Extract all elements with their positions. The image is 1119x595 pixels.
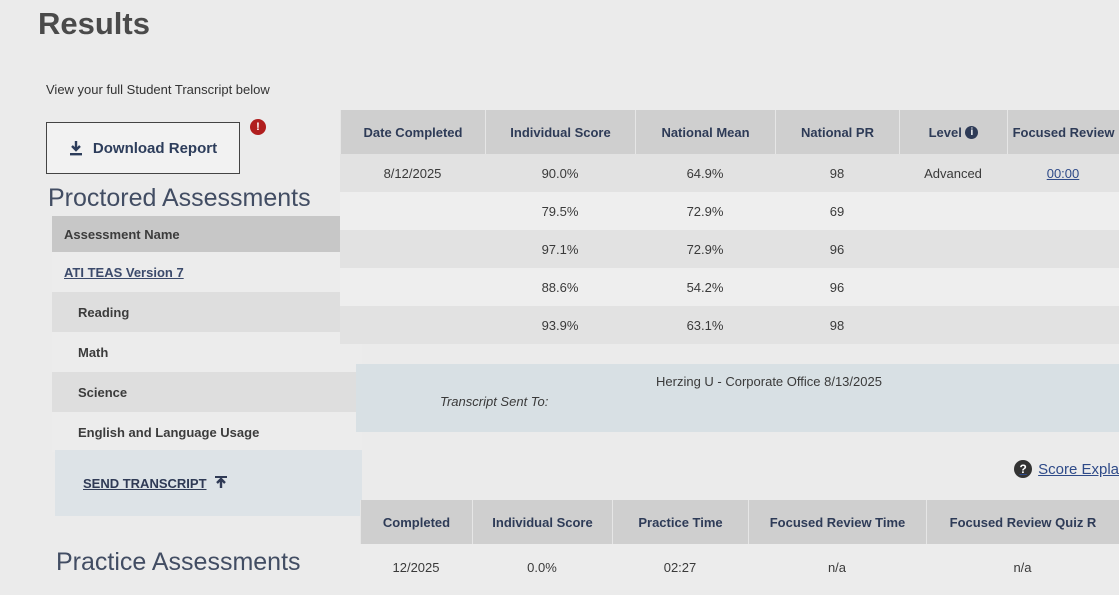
col-national-mean: National Mean xyxy=(635,110,775,154)
download-report-label: Download Report xyxy=(92,139,218,157)
cell-mean: 54.2% xyxy=(686,279,724,295)
subject-reading: Reading xyxy=(52,292,362,332)
cell-date xyxy=(340,268,485,306)
col-focused-review-time: Focused Review Time xyxy=(748,500,926,544)
table-row: 8/12/2025 90.0% 64.9% 98 Advanced 00:00 xyxy=(340,154,1119,192)
cell-pr: 98 xyxy=(829,317,845,333)
proctored-assessments-title: Proctored Assessments xyxy=(48,184,311,212)
cell-mean: 72.9% xyxy=(686,203,724,219)
cell-pr: 69 xyxy=(829,203,845,219)
table-header: Date Completed Individual Score National… xyxy=(340,110,1119,154)
col-individual-score: Individual Score xyxy=(485,110,635,154)
download-report-button[interactable]: Download Report xyxy=(46,122,240,174)
cell-date xyxy=(340,192,485,230)
transcript-sent-bar: Transcript Sent To: Herzing U - Corporat… xyxy=(356,364,1119,432)
cell-date xyxy=(340,230,485,268)
cell-date xyxy=(340,306,485,344)
col-focused-review: Focused Review xyxy=(1007,110,1119,154)
cell-review xyxy=(1007,192,1119,230)
send-transcript-label: SEND TRANSCRIPT xyxy=(83,475,207,491)
score-explanation-label: Score Expla xyxy=(1038,460,1119,478)
cell-quiz: n/a xyxy=(1013,559,1032,575)
assessment-link[interactable]: ATI TEAS Version 7 xyxy=(52,252,362,292)
info-alert-icon[interactable]: ! xyxy=(250,119,266,135)
transcript-sent-label: Transcript Sent To: xyxy=(440,394,549,409)
cell-pr: 96 xyxy=(829,241,845,257)
col-level: Level i xyxy=(899,110,1007,154)
cell-level xyxy=(899,230,1007,268)
col-level-label: Level xyxy=(928,124,962,140)
table-row: 88.6% 54.2% 96 xyxy=(340,268,1119,306)
col-practice-score: Individual Score xyxy=(472,500,612,544)
table-row: 79.5% 72.9% 69 xyxy=(340,192,1119,230)
cell-score: 88.6% xyxy=(541,279,579,295)
assessment-name-header: Assessment Name xyxy=(52,216,362,252)
cell-score: 0.0% xyxy=(527,559,557,575)
cell-mean: 72.9% xyxy=(686,241,724,257)
transcript-sent-value: Herzing U - Corporate Office 8/13/2025 xyxy=(656,374,882,389)
info-icon[interactable]: i xyxy=(965,125,979,139)
cell-review[interactable]: 00:00 xyxy=(1046,165,1080,181)
assessment-name-column: Assessment Name ATI TEAS Version 7 Readi… xyxy=(52,216,362,452)
cell-review_time: n/a xyxy=(827,559,847,575)
cell-pr: 96 xyxy=(829,279,845,295)
cell-review xyxy=(1007,268,1119,306)
practice-table-header: Completed Individual Score Practice Time… xyxy=(360,500,1119,544)
cell-level xyxy=(899,268,1007,306)
cell-review xyxy=(1007,230,1119,268)
cell-time: 02:27 xyxy=(663,559,697,575)
proctored-results-table: Date Completed Individual Score National… xyxy=(340,110,1119,344)
subject-english: English and Language Usage xyxy=(52,412,362,452)
cell-score: 90.0% xyxy=(541,165,579,181)
col-date-completed: Date Completed xyxy=(340,110,485,154)
cell-level xyxy=(899,306,1007,344)
practice-results-table: Completed Individual Score Practice Time… xyxy=(360,500,1119,590)
upload-icon xyxy=(214,476,227,488)
send-transcript-button[interactable]: SEND TRANSCRIPT xyxy=(55,450,362,516)
practice-assessments-title: Practice Assessments xyxy=(56,548,301,576)
subject-science: Science xyxy=(52,372,362,412)
download-icon xyxy=(69,141,82,156)
help-icon: ? xyxy=(1014,460,1033,478)
subject-math: Math xyxy=(52,332,362,372)
cell-mean: 63.1% xyxy=(686,317,724,333)
cell-level: Advanced xyxy=(924,165,982,181)
table-row: 93.9% 63.1% 98 xyxy=(340,306,1119,344)
col-completed: Completed xyxy=(360,500,472,544)
cell-score: 97.1% xyxy=(541,241,579,257)
cell-level xyxy=(899,192,1007,230)
cell-completed: 12/2025 xyxy=(392,559,440,575)
cell-mean: 64.9% xyxy=(686,165,724,181)
cell-score: 79.5% xyxy=(541,203,579,219)
col-national-pr: National PR xyxy=(775,110,899,154)
score-explanation-link[interactable]: ? Score Expla xyxy=(1014,460,1119,478)
cell-date: 8/12/2025 xyxy=(383,165,442,181)
table-row: 97.1% 72.9% 96 xyxy=(340,230,1119,268)
cell-score: 93.9% xyxy=(541,317,579,333)
col-focused-review-quiz: Focused Review Quiz R xyxy=(926,500,1119,544)
intro-text: View your full Student Transcript below xyxy=(46,82,270,97)
cell-review xyxy=(1007,306,1119,344)
page-title: Results xyxy=(38,6,150,41)
table-row: 12/2025 0.0% 02:27 n/a n/a xyxy=(360,544,1119,590)
cell-pr: 98 xyxy=(829,165,845,181)
col-practice-time: Practice Time xyxy=(612,500,748,544)
